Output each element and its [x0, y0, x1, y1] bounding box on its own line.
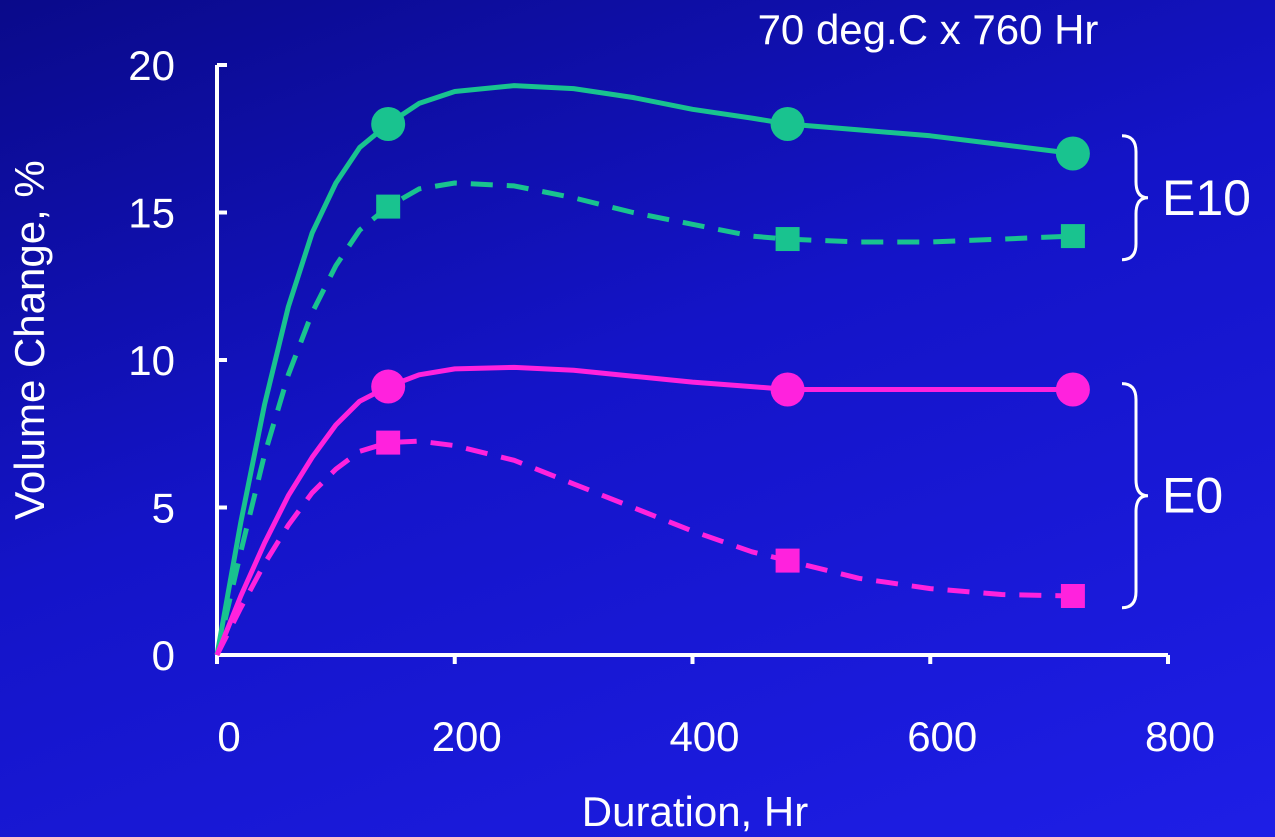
group-brace-e0	[1121, 382, 1149, 610]
x-axis-label: Duration, Hr	[582, 788, 808, 835]
series-line-e10-h-nbr	[214, 180, 1074, 656]
x-tick-label: 0	[217, 713, 240, 760]
series-line-e10-fkm	[214, 83, 1074, 656]
data-point	[376, 430, 401, 455]
plot-area: 051015200200400600800FKMH-NBRFKMH-NBRE10…	[128, 42, 1251, 760]
data-point	[1060, 584, 1085, 608]
data-point	[371, 107, 406, 141]
x-tick-label: 400	[669, 713, 739, 760]
group-label-e0: E0	[1162, 468, 1223, 524]
data-point	[1055, 372, 1090, 407]
chart-title: 70 deg.C x 760 Hr	[758, 6, 1099, 53]
series-line-e0-h-nbr	[214, 438, 1073, 657]
x-tick-label: 600	[907, 713, 977, 760]
data-point	[1060, 224, 1085, 249]
data-point	[775, 548, 800, 573]
x-tick-label: 800	[1145, 713, 1215, 760]
group-label-e10: E10	[1162, 170, 1251, 226]
data-point	[1055, 136, 1090, 171]
x-tick-label: 200	[432, 713, 502, 760]
data-point	[376, 194, 401, 219]
data-point	[775, 227, 800, 252]
data-point	[770, 372, 805, 407]
data-point	[371, 369, 406, 404]
y-tick-label: 10	[128, 337, 175, 384]
data-point	[770, 107, 805, 141]
y-tick-label: 20	[128, 42, 175, 89]
y-tick-label: 0	[152, 632, 175, 679]
group-brace-e10	[1121, 134, 1149, 262]
series-line-e0-fkm	[214, 364, 1073, 656]
y-tick-label: 5	[152, 485, 175, 532]
y-axis-label: Volume Change, %	[6, 160, 53, 520]
y-tick-label: 15	[128, 190, 175, 237]
